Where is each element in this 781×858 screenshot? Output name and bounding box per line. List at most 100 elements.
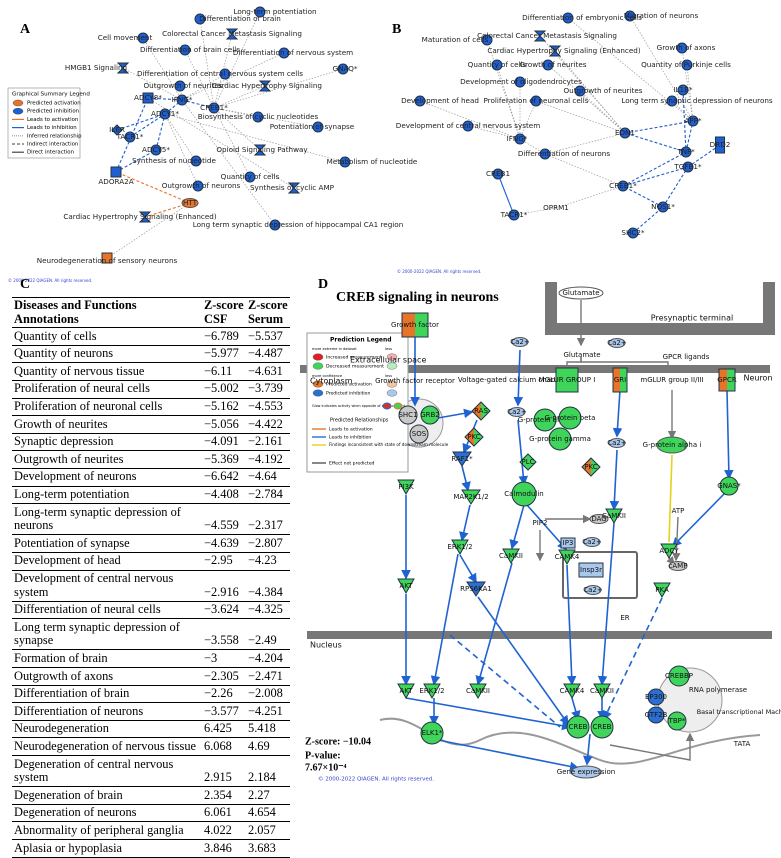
annotation-cell: Proliferation of neural cells xyxy=(12,379,202,399)
node xyxy=(420,405,440,425)
node xyxy=(491,59,503,71)
annotation-cell: Abnormality of peripheral ganglia xyxy=(12,821,202,840)
node xyxy=(677,84,689,96)
node xyxy=(530,95,542,107)
node xyxy=(451,539,469,556)
edge-inferred xyxy=(547,64,626,134)
node-label: Synthesis of cyclic AMP xyxy=(250,183,335,192)
legend-icon xyxy=(12,99,24,107)
node xyxy=(647,706,665,724)
edge xyxy=(459,504,471,542)
node-label: Neuron xyxy=(743,374,772,383)
table-row: Outgrowth of axons −2.305 −2.471 xyxy=(12,667,290,686)
node xyxy=(137,32,149,44)
node-label: RAF1* xyxy=(451,455,473,463)
value-cell: −4.639 xyxy=(202,534,246,553)
node xyxy=(312,121,324,133)
node-label: GPCR ligands xyxy=(663,353,710,361)
node xyxy=(617,180,629,192)
edge xyxy=(624,120,694,134)
pvalue-label: P-value: xyxy=(305,750,341,761)
legend-label: more extreme in dataset xyxy=(312,347,357,351)
edge xyxy=(115,171,191,204)
edge xyxy=(566,564,577,686)
edge-inferred xyxy=(213,107,251,178)
node-label: IL1B* xyxy=(673,85,693,94)
node-label: Synthesis of nucleotide xyxy=(132,156,216,165)
node xyxy=(719,476,739,496)
legend-icon xyxy=(312,389,324,397)
value-cell: −3.577 xyxy=(202,702,246,721)
edge xyxy=(687,144,721,168)
table-row: Growth of neurites −5.056 −4.422 xyxy=(12,415,290,434)
node-label: IFNG* xyxy=(172,95,193,104)
legend-icon xyxy=(386,362,398,370)
legend-box xyxy=(7,87,81,159)
legend-icon xyxy=(312,380,324,388)
value-cell: 3.683 xyxy=(246,839,290,858)
node-label: TACR1* xyxy=(500,210,528,219)
node xyxy=(159,108,171,120)
value-cell: −5.002 xyxy=(202,379,246,399)
node-label: Colorectal Cancer Metastasis Signaling xyxy=(162,29,302,38)
edge xyxy=(461,465,471,492)
node-label: Differentiation of brain xyxy=(199,14,281,23)
node-label: Long-term potentiation xyxy=(233,7,316,16)
table-row: Synaptic depression −4.091 −2.161 xyxy=(12,432,290,451)
nuclear-membrane xyxy=(307,631,772,639)
value-cell: −4.251 xyxy=(246,702,290,721)
table-row: Differentiation of brain −2.26 −2.008 xyxy=(12,684,290,703)
node-label: Development of central nervous system xyxy=(396,121,540,130)
node-label: CREB1* xyxy=(200,103,228,112)
annotation-cell: Outgrowth of axons xyxy=(12,667,202,686)
panel-letter: B xyxy=(392,22,401,37)
node xyxy=(667,711,687,731)
edge xyxy=(671,492,726,548)
node xyxy=(680,146,692,158)
node xyxy=(608,338,626,348)
node-label: Differentiation of embryonic cells xyxy=(522,13,642,22)
value-cell: −4.559 xyxy=(202,503,246,535)
node-label: Cytoplasm xyxy=(310,377,353,386)
node-label: Ca2+ xyxy=(507,408,527,416)
node-label: GRI xyxy=(614,376,626,384)
node-label: Biosynthesis of cyclic nucleotides xyxy=(198,112,319,121)
edge xyxy=(477,596,569,726)
node-label: DRD2 xyxy=(710,140,731,149)
edge-inferred xyxy=(164,113,197,162)
annotation-cell: Outgrowth of neurites xyxy=(12,450,202,469)
node-label: CaMKII xyxy=(590,687,614,695)
node xyxy=(101,252,113,264)
node-label: Gene expression xyxy=(557,768,615,776)
value-cell: −4.192 xyxy=(246,450,290,469)
value-cell: 2.915 xyxy=(202,755,246,787)
node xyxy=(647,688,665,706)
node xyxy=(511,337,529,347)
legend-icon xyxy=(312,353,324,361)
node xyxy=(656,436,688,454)
node xyxy=(452,451,472,467)
edge xyxy=(497,173,515,216)
node-label: Cardiac Hypertrophy Signaling xyxy=(212,81,322,90)
node-label: TACR1* xyxy=(116,132,144,141)
node xyxy=(715,136,725,154)
node-label: ERK1/2 xyxy=(419,687,444,695)
node xyxy=(225,28,239,40)
value-cell: 6.061 xyxy=(202,803,246,822)
node-label: Quantity of cells xyxy=(221,172,280,181)
edge xyxy=(583,733,593,766)
edge-inferred xyxy=(535,100,626,134)
node-label: Outgrowth of neurites xyxy=(563,86,642,95)
node-label: ADORA2A xyxy=(98,177,133,186)
node xyxy=(583,537,601,547)
edge-inferred xyxy=(681,47,694,122)
edge xyxy=(513,349,524,407)
node-label: Presynaptic terminal xyxy=(651,314,733,323)
edge-inferred xyxy=(213,33,233,109)
table-row: Neurodegeneration of nervous tissue 6.068… xyxy=(12,737,290,756)
node xyxy=(687,115,699,127)
node-label: AKT xyxy=(399,582,413,590)
node xyxy=(542,59,554,71)
edge xyxy=(622,185,664,208)
node-label: SHC2* xyxy=(621,228,645,237)
